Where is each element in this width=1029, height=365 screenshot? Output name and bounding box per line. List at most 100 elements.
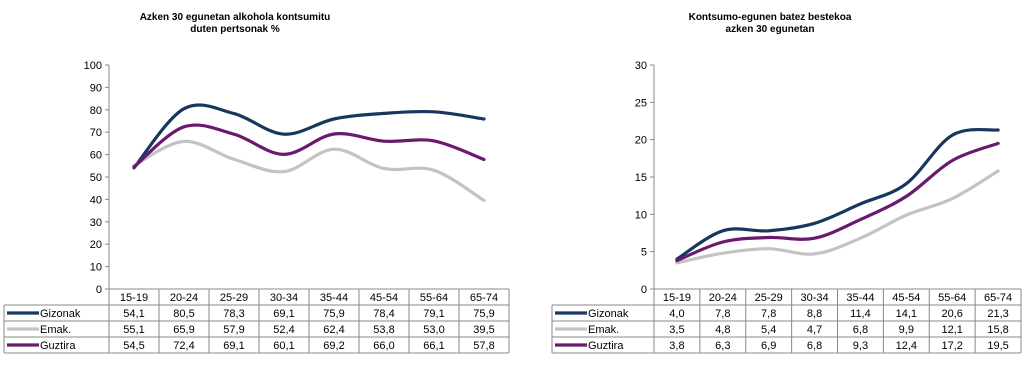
y-tick-label: 0 <box>641 284 647 296</box>
y-tick-label: 10 <box>90 262 102 274</box>
data-label: 52,4 <box>273 324 294 336</box>
y-tick-label: 80 <box>90 105 102 117</box>
x-tick-label: 20-24 <box>170 292 198 304</box>
data-label: 6,8 <box>853 324 868 336</box>
x-tick-label: 55-64 <box>938 292 966 304</box>
data-label: 75,9 <box>473 308 494 320</box>
x-tick-label: 65-74 <box>470 292 498 304</box>
legend-label: Guztira <box>588 340 624 352</box>
x-tick-label: 35-44 <box>320 292 348 304</box>
legend-label: Emak. <box>588 324 619 336</box>
data-label: 69,1 <box>273 308 294 320</box>
y-tick-label: 30 <box>635 60 647 72</box>
y-tick-label: 25 <box>635 97 647 109</box>
series-line <box>132 103 486 170</box>
data-label: 4,8 <box>715 324 730 336</box>
data-label: 6,8 <box>807 340 822 352</box>
data-label: 53,8 <box>373 324 394 336</box>
data-label: 69,2 <box>323 340 344 352</box>
x-tick-label: 20-24 <box>709 292 737 304</box>
data-label: 57,9 <box>223 324 244 336</box>
data-label: 79,1 <box>423 308 444 320</box>
y-tick-label: 50 <box>90 172 102 184</box>
chart-title: Azken 30 egunetan alkohola kontsumitu du… <box>139 12 331 35</box>
y-tick-label: 70 <box>90 127 102 139</box>
data-label: 53,0 <box>423 324 444 336</box>
data-label: 7,8 <box>715 308 730 320</box>
y-tick-label: 100 <box>84 60 102 72</box>
data-label: 65,9 <box>173 324 194 336</box>
x-tick-label: 45-54 <box>892 292 920 304</box>
data-label: 78,3 <box>223 308 244 320</box>
data-label: 66,0 <box>373 340 394 352</box>
data-label: 9,9 <box>899 324 914 336</box>
x-tick-label: 30-34 <box>800 292 828 304</box>
legend-label: Gizonak <box>40 308 81 320</box>
x-tick-label: 35-44 <box>846 292 874 304</box>
x-tick-label: 45-54 <box>370 292 398 304</box>
data-label: 15,8 <box>987 324 1008 336</box>
y-tick-label: 90 <box>90 82 102 94</box>
data-label: 6,3 <box>715 340 730 352</box>
chart-left-plot: 0 10 20 30 40 50 60 70 80 90 100 15-19 20-24 25-29 30-… <box>3 60 510 354</box>
series-line <box>675 141 1000 263</box>
y-tick-label: 20 <box>90 239 102 251</box>
data-label: 5,4 <box>761 324 776 336</box>
data-label: 54,1 <box>123 308 144 320</box>
series-line <box>132 123 486 169</box>
data-label: 4,0 <box>669 308 684 320</box>
legend-label: Emak. <box>40 324 71 336</box>
data-label: 20,6 <box>941 308 962 320</box>
data-label: 9,3 <box>853 340 868 352</box>
data-label: 54,5 <box>123 340 144 352</box>
data-label: 6,9 <box>761 340 776 352</box>
series-line <box>675 169 1000 265</box>
series-line <box>675 127 1000 261</box>
y-tick-label: 0 <box>96 284 102 296</box>
x-tick-label: 55-64 <box>420 292 448 304</box>
data-label: 75,9 <box>323 308 344 320</box>
data-label: 55,1 <box>123 324 144 336</box>
chart-right-plot: 0 5 10 15 20 25 30 15-19 20-24 25-29 30-34 35-44 45-… <box>551 60 1022 354</box>
data-label: 12,4 <box>896 340 917 352</box>
y-tick-label: 20 <box>635 135 647 147</box>
data-label: 19,5 <box>987 340 1008 352</box>
data-label: 57,8 <box>473 340 494 352</box>
data-label: 39,5 <box>473 324 494 336</box>
x-tick-label: 15-19 <box>120 292 148 304</box>
series-line <box>132 139 486 203</box>
data-label: 11,4 <box>850 308 871 320</box>
data-label: 3,8 <box>669 340 684 352</box>
x-tick-label: 30-34 <box>270 292 298 304</box>
data-label: 4,7 <box>807 324 822 336</box>
y-tick-label: 60 <box>90 150 102 162</box>
data-label: 60,1 <box>273 340 294 352</box>
x-tick-label: 65-74 <box>984 292 1012 304</box>
y-tick-label: 10 <box>635 209 647 221</box>
y-tick-label: 15 <box>635 172 647 184</box>
x-tick-label: 25-29 <box>220 292 248 304</box>
y-tick-label: 30 <box>90 217 102 229</box>
legend-label: Gizonak <box>588 308 629 320</box>
data-label: 72,4 <box>173 340 194 352</box>
data-label: 14,1 <box>896 308 917 320</box>
data-label: 62,4 <box>323 324 344 336</box>
x-tick-label: 25-29 <box>755 292 783 304</box>
data-label: 69,1 <box>223 340 244 352</box>
data-label: 21,3 <box>987 308 1008 320</box>
data-label: 66,1 <box>423 340 444 352</box>
data-label: 80,5 <box>173 308 194 320</box>
chart-right: Kontsumo-egunen batez bestekoa azken 30 … <box>515 0 1029 365</box>
data-label: 78,4 <box>373 308 394 320</box>
chart-title: Kontsumo-egunen batez bestekoa azken 30 … <box>688 12 852 35</box>
chart-left: Azken 30 egunetan alkohola kontsumitu du… <box>3 12 510 354</box>
data-label: 8,8 <box>807 308 822 320</box>
data-label: 12,1 <box>941 324 962 336</box>
y-tick-label: 5 <box>641 247 647 259</box>
y-tick-label: 40 <box>90 194 102 206</box>
data-label: 17,2 <box>941 340 962 352</box>
legend-label: Guztira <box>40 340 76 352</box>
x-tick-label: 15-19 <box>663 292 691 304</box>
data-label: 7,8 <box>761 308 776 320</box>
data-label: 3,5 <box>669 324 684 336</box>
